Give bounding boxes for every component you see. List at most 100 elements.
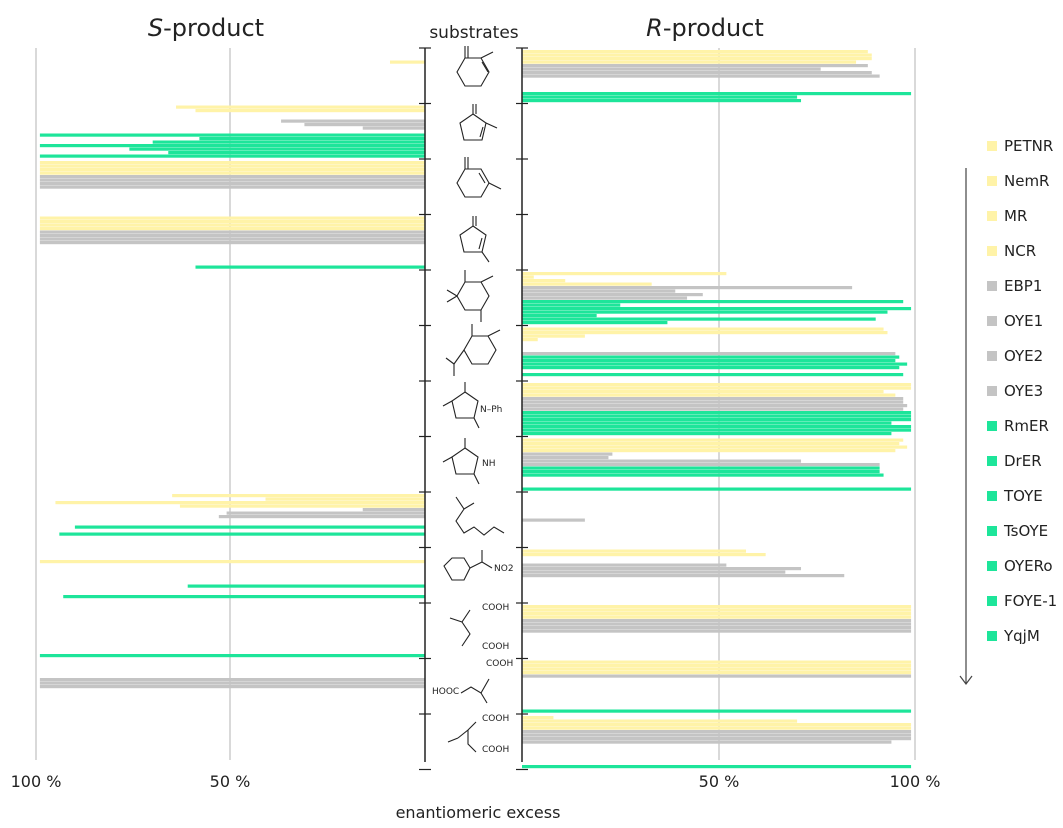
bar-s7-OYE2-R xyxy=(522,404,908,408)
legend-label-EBP1: EBP1 xyxy=(1004,277,1042,295)
substrate-13-structure xyxy=(447,721,477,753)
bar-s10-PETNR-R xyxy=(522,549,747,553)
s7-label: N–Ph xyxy=(480,405,502,415)
bar-s11-YqjM-S xyxy=(39,654,425,658)
bar-s11-OYE1-R xyxy=(522,622,912,626)
substrate-3-structure xyxy=(456,157,502,198)
bar-s13-YqjM-R xyxy=(522,765,912,769)
bar-s9-NCR-S xyxy=(179,504,425,508)
bar-s7-TOYE-R xyxy=(522,418,912,422)
legend-swatch-OYE3 xyxy=(987,386,997,396)
bar-s8-PETNR-R xyxy=(522,438,904,442)
bar-s3-NCR-S xyxy=(39,171,425,175)
bar-s9-DrER-S xyxy=(74,525,426,529)
bar-s1-NCR-S xyxy=(389,60,425,64)
bar-s9-OYE1-S xyxy=(226,511,425,515)
tick-label-left-100: 100 % xyxy=(11,772,62,791)
bar-s7-NemR-R xyxy=(522,386,912,390)
bar-s6-MR-R xyxy=(522,334,585,338)
bar-s5-MR-R xyxy=(522,279,566,283)
legend: PETNR NemR MR NCR EBP1 OYE1 OYE2 OYE3 RmER DrER TO… xyxy=(987,137,1057,645)
bar-s8-YqjM-R xyxy=(522,487,912,491)
bar-s5-DrER-R xyxy=(522,303,621,307)
bar-s1-FOYE-1-R xyxy=(522,95,798,99)
x-axis-label: enantiomeric excess xyxy=(396,803,561,822)
bar-s2-RmER-S xyxy=(39,133,425,137)
legend-swatch-NemR xyxy=(987,176,997,186)
bar-s7-OYERo-R xyxy=(522,425,912,429)
bar-s6-PETNR-R xyxy=(522,327,884,331)
legend-label-FOYE-1: FOYE-1 xyxy=(1004,592,1057,610)
bar-s6-NCR-R xyxy=(522,338,538,342)
bar-s7-PETNR-R xyxy=(522,383,912,387)
bar-s5-PETNR-R xyxy=(522,272,727,276)
bar-s11-OYE2-R xyxy=(522,626,912,630)
bar-s8-OYE2-R xyxy=(522,459,802,463)
bar-s4-EBP1-S xyxy=(39,230,425,234)
bar-s6-FOYE-1-R xyxy=(522,373,904,377)
bar-s1-OYE1-R xyxy=(522,67,821,71)
bar-s12-YqjM-R xyxy=(522,709,912,713)
bar-s10-EBP1-R xyxy=(522,563,727,567)
s13-label-b: COOH xyxy=(482,745,509,755)
bar-s10-OYE2-R xyxy=(522,570,786,574)
substrate-2-structure xyxy=(459,104,498,141)
bar-s12-NCR-R xyxy=(522,671,912,675)
bar-s5-OYE1-R xyxy=(522,289,676,293)
bar-s2-PETNR-S xyxy=(176,105,425,109)
substrate-5-structure xyxy=(446,270,494,322)
bar-s7-MR-R xyxy=(522,390,884,394)
bar-s2-FOYE-1-S xyxy=(168,151,425,155)
legend-label-YqjM: YqjM xyxy=(1003,627,1040,645)
bar-s10-NemR-R xyxy=(522,553,766,557)
bar-s12-OYE3-S xyxy=(39,685,425,689)
substrate-11-structure xyxy=(449,609,471,647)
bar-s8-OYE3-R xyxy=(522,463,880,467)
bar-s1-MR-R xyxy=(522,57,872,61)
bar-s3-NemR-S xyxy=(39,164,425,168)
legend-label-OYERo: OYERo xyxy=(1004,557,1053,575)
bar-s4-NemR-S xyxy=(39,220,425,224)
bar-s10-TOYE-S xyxy=(187,584,425,588)
r-product-title: R-product xyxy=(646,14,764,42)
bar-s12-PETNR-R xyxy=(522,660,912,664)
legend-label-TOYE: TOYE xyxy=(1003,487,1043,505)
bar-s13-PETNR-R xyxy=(522,716,554,720)
bar-s10-NCR-S xyxy=(39,560,425,564)
bar-s13-OYE2-R xyxy=(522,737,912,741)
bar-s10-OYE3-R xyxy=(522,574,845,578)
bar-s8-NemR-R xyxy=(522,442,900,446)
bar-s12-EBP1-R xyxy=(522,674,912,678)
bar-s9-PETNR-S xyxy=(172,494,425,498)
bar-s2-NemR-S xyxy=(195,109,425,113)
bar-s9-TsOYE-S xyxy=(59,532,426,536)
bar-s11-NCR-R xyxy=(522,615,912,619)
bar-s13-OYE3-R xyxy=(522,740,892,744)
bar-s7-TsOYE-R xyxy=(522,421,892,425)
bar-s11-MR-R xyxy=(522,612,912,616)
bar-s9-MR-S xyxy=(55,501,425,505)
bar-s13-OYE1-R xyxy=(522,733,912,737)
bar-s1-NCR-R xyxy=(522,60,857,64)
bar-s11-OYE3-R xyxy=(522,629,912,633)
bar-s5-OYERo-R xyxy=(522,314,597,318)
bar-s8-NCR-R xyxy=(522,449,896,453)
legend-swatch-MR xyxy=(987,211,997,221)
bar-s13-MR-R xyxy=(522,723,912,727)
legend-label-OYE2: OYE2 xyxy=(1004,347,1043,365)
bar-s1-PETNR-R xyxy=(522,50,868,54)
bar-s4-YqjM-S xyxy=(195,265,425,269)
bar-s7-NCR-R xyxy=(522,393,896,397)
bar-s2-OYE1-S xyxy=(304,123,425,127)
legend-swatch-DrER xyxy=(987,456,997,466)
s11-label-b: COOH xyxy=(482,642,509,652)
legend-label-RmER: RmER xyxy=(1004,417,1049,435)
bar-s7-EBP1-R xyxy=(522,397,904,401)
substrate-labels: N–Ph NH NO2 COOH COOH COOH HOOC COOH COO… xyxy=(432,405,514,755)
bar-s1-OYE2-R xyxy=(522,71,872,75)
bar-s5-TOYE-R xyxy=(522,307,912,311)
legend-swatch-NCR xyxy=(987,246,997,256)
bar-s7-YqjM-R xyxy=(522,432,892,436)
